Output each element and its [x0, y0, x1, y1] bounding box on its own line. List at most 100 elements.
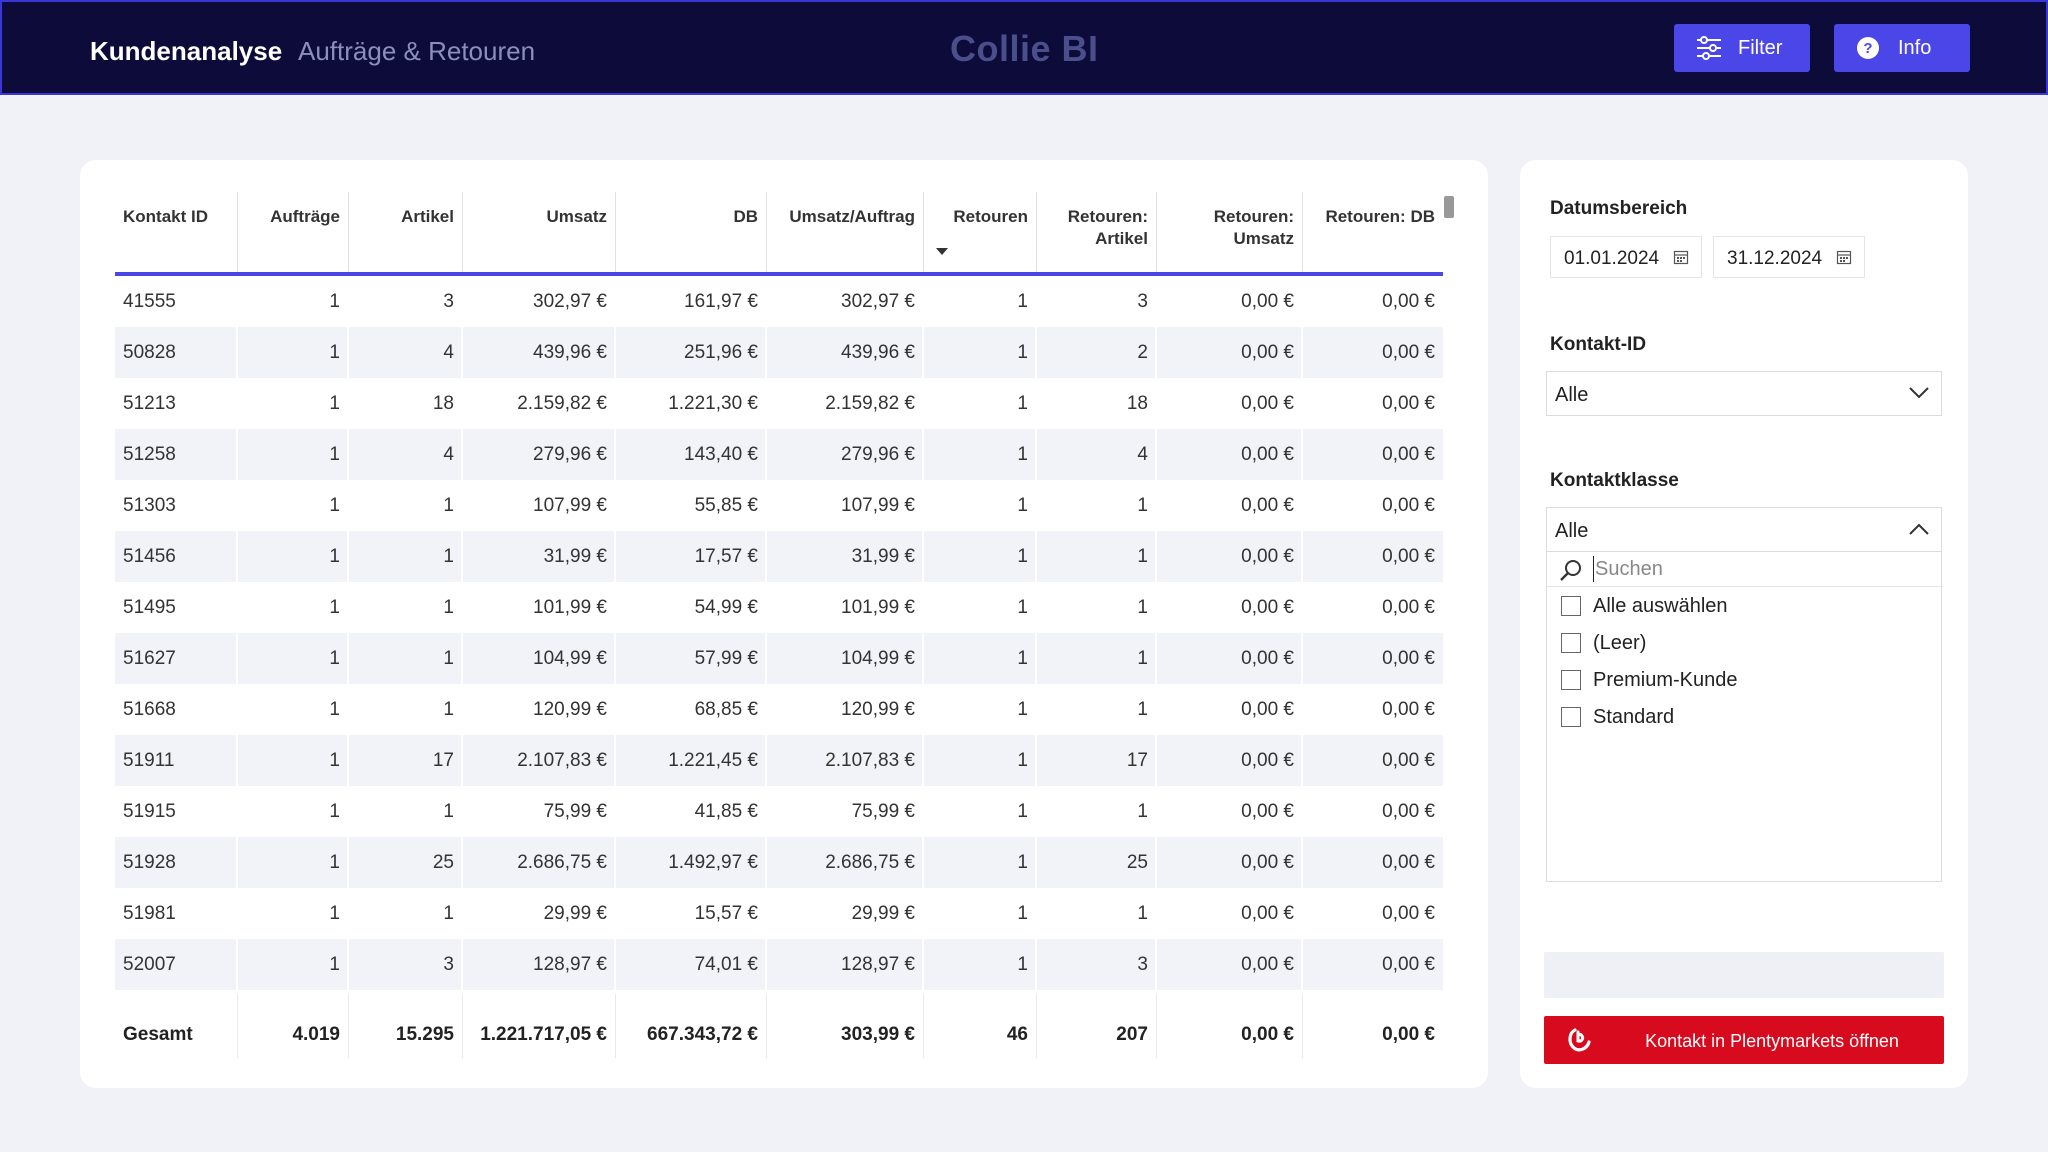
cell-contact-id: 51258	[123, 444, 176, 465]
column-header-orders[interactable]: Aufträge	[270, 207, 340, 226]
date-range-label: Datumsbereich	[1550, 198, 1688, 219]
cell-returns-revenue: 0,00 €	[1241, 597, 1294, 618]
cell-separator	[1155, 633, 1157, 684]
filter-button[interactable]: Filter	[1674, 24, 1810, 72]
cell-contact-id: 51213	[123, 393, 176, 414]
cell-separator	[922, 480, 924, 531]
column-separator	[462, 192, 463, 276]
cell-separator	[765, 684, 767, 735]
cell-separator	[347, 378, 349, 429]
option-checkbox[interactable]	[1561, 707, 1581, 727]
cell-items: 3	[443, 291, 454, 312]
option-checkbox[interactable]	[1561, 596, 1581, 616]
date-from-input[interactable]: 01.01.2024	[1550, 236, 1702, 278]
cell-separator	[236, 531, 238, 582]
cell-contact-id: 51495	[123, 597, 176, 618]
column-header-items[interactable]: Artikel	[401, 207, 454, 226]
cell-returns-margin: 0,00 €	[1382, 699, 1435, 720]
column-header-margin[interactable]: DB	[733, 207, 758, 226]
cell-returns-revenue: 0,00 €	[1241, 495, 1294, 516]
cell-separator	[765, 939, 767, 990]
column-header-revenue-per-order[interactable]: Umsatz/Auftrag	[789, 207, 915, 226]
contact-id-dropdown[interactable]: Alle	[1546, 371, 1942, 416]
column-header-returns-items[interactable]: Retouren: Artikel	[1067, 207, 1148, 248]
cell-separator	[1035, 888, 1037, 939]
cell-orders: 1	[329, 342, 340, 363]
table-row[interactable]: 51258 1 4 279,96 € 143,40 € 279,96 € 1 4 0,00 € 0…	[115, 429, 1443, 480]
cell-margin: 68,85 €	[694, 699, 758, 720]
table-row[interactable]: 51911 1 17 2.107,83 € 1.221,45 € 2.107,83 € 1 1…	[115, 735, 1443, 786]
cell-returns-revenue: 0,00 €	[1241, 750, 1294, 771]
table-row[interactable]: 51915 1 1 75,99 € 41,85 € 75,99 € 1 1 0,00 € 0,00…	[115, 786, 1443, 837]
cell-returns: 1	[1017, 444, 1028, 465]
cell-returns-items: 3	[1137, 291, 1148, 312]
column-header-returns-margin[interactable]: Retouren: DB	[1325, 207, 1435, 226]
cell-separator	[461, 888, 463, 939]
date-to-input[interactable]: 31.12.2024	[1713, 236, 1865, 278]
cell-separator	[1035, 582, 1037, 633]
cell-returns-margin: 0,00 €	[1382, 495, 1435, 516]
table-row[interactable]: 51303 1 1 107,99 € 55,85 € 107,99 € 1 1 0,00 € 0,…	[115, 480, 1443, 531]
cell-separator	[765, 888, 767, 939]
table-row[interactable]: 41555 1 3 302,97 € 161,97 € 302,97 € 1 3 0,00 € 0…	[115, 276, 1443, 327]
info-button[interactable]: ? Info	[1834, 24, 1970, 72]
table-row[interactable]: 51213 1 18 2.159,82 € 1.221,30 € 2.159,82 € 1 1…	[115, 378, 1443, 429]
cell-separator	[1035, 735, 1037, 786]
cell-orders: 1	[329, 648, 340, 669]
table-row[interactable]: 51627 1 1 104,99 € 57,99 € 104,99 € 1 1 0,00 € 0,…	[115, 633, 1443, 684]
calendar-icon[interactable]	[1673, 249, 1689, 265]
cell-revenue: 439,96 €	[533, 342, 607, 363]
table-row[interactable]: 51668 1 1 120,99 € 68,85 € 120,99 € 1 1 0,00 € 0,…	[115, 684, 1443, 735]
column-separator	[348, 994, 349, 1058]
open-in-plentymarkets-button[interactable]: Kontakt in Plentymarkets öffnen	[1544, 1016, 1944, 1064]
cell-returns: 1	[1017, 699, 1028, 720]
cell-margin: 1.492,97 €	[668, 852, 758, 873]
cell-returns: 1	[1017, 597, 1028, 618]
cell-contact-id: 51981	[123, 903, 176, 924]
cell-separator	[765, 837, 767, 888]
table-row[interactable]: 51456 1 1 31,99 € 17,57 € 31,99 € 1 1 0,00 € 0,00…	[115, 531, 1443, 582]
cell-revenue: 302,97 €	[533, 291, 607, 312]
column-header-revenue[interactable]: Umsatz	[546, 207, 607, 226]
cell-separator	[347, 684, 349, 735]
table-row[interactable]: 51981 1 1 29,99 € 15,57 € 29,99 € 1 1 0,00 € 0,00…	[115, 888, 1443, 939]
option-checkbox[interactable]	[1561, 670, 1581, 690]
cell-separator	[461, 327, 463, 378]
cell-separator	[922, 735, 924, 786]
column-header-returns-revenue[interactable]: Retouren: Umsatz	[1213, 207, 1294, 248]
option-checkbox[interactable]	[1561, 633, 1581, 653]
calendar-icon[interactable]	[1836, 249, 1852, 265]
cell-returns-revenue: 0,00 €	[1241, 954, 1294, 975]
sort-descending-icon[interactable]	[936, 248, 948, 255]
cell-separator	[461, 939, 463, 990]
contact-class-dropdown[interactable]: Alle	[1546, 507, 1942, 552]
table-row[interactable]: 50828 1 4 439,96 € 251,96 € 439,96 € 1 2 0,00 € 0…	[115, 327, 1443, 378]
cell-separator	[1301, 531, 1303, 582]
cell-returns-items: 1	[1137, 495, 1148, 516]
cell-separator	[1155, 888, 1157, 939]
options-search-input[interactable]	[1593, 556, 1923, 582]
vertical-scrollbar[interactable]	[1444, 196, 1454, 218]
cell-returns: 1	[1017, 495, 1028, 516]
page-subtitle[interactable]: Aufträge & Retouren	[298, 36, 536, 66]
page-title[interactable]: Kundenanalyse	[90, 36, 283, 66]
cell-separator	[614, 429, 616, 480]
cell-items: 4	[443, 342, 454, 363]
cell-separator	[236, 939, 238, 990]
table-row[interactable]: 51928 1 25 2.686,75 € 1.492,97 € 2.686,75 € 1 2…	[115, 837, 1443, 888]
cell-separator	[1155, 735, 1157, 786]
table-row[interactable]: 52007 1 3 128,97 € 74,01 € 128,97 € 1 3 0,00 € 0,…	[115, 939, 1443, 990]
cell-orders: 1	[329, 495, 340, 516]
column-header-contact-id[interactable]: Kontakt ID	[123, 207, 208, 226]
cell-orders: 1	[329, 903, 340, 924]
cell-separator	[461, 378, 463, 429]
cell-separator	[1035, 480, 1037, 531]
cell-separator	[765, 378, 767, 429]
cell-separator	[922, 684, 924, 735]
column-header-returns[interactable]: Retouren	[953, 207, 1028, 226]
table-row[interactable]: 51495 1 1 101,99 € 54,99 € 101,99 € 1 1 0,00 € 0,…	[115, 582, 1443, 633]
open-button-label: Kontakt in Plentymarkets öffnen	[1645, 1031, 1899, 1051]
cell-returns-margin: 0,00 €	[1382, 954, 1435, 975]
cell-separator	[236, 633, 238, 684]
cell-items: 4	[443, 444, 454, 465]
